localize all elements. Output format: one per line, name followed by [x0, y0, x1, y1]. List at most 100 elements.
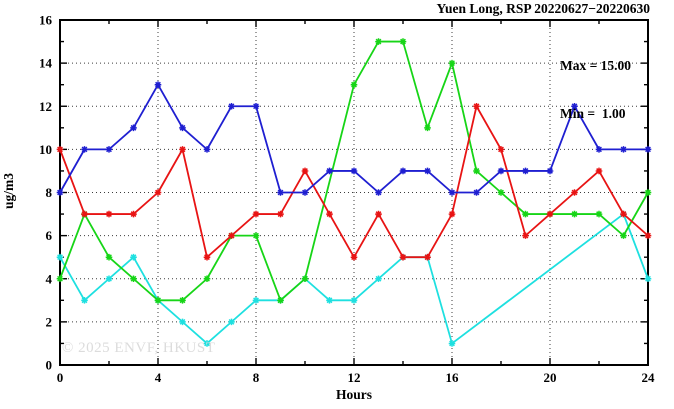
data-point-marker-red-line	[130, 210, 137, 218]
data-point-marker-red-line	[154, 189, 162, 196]
x-tick-label: 4	[155, 370, 162, 385]
data-point-marker-green-line	[105, 253, 113, 261]
y-tick-label: 14	[39, 56, 53, 71]
data-point-marker-red-line	[252, 210, 260, 218]
data-point-marker-green-line	[179, 297, 186, 304]
data-point-marker-red-line	[179, 146, 186, 153]
chart-title: Yuen Long, RSP 20220627−20220630	[436, 1, 650, 16]
data-point-marker-green-line	[473, 167, 480, 175]
y-tick-label: 0	[46, 358, 53, 373]
data-point-marker-blue-line	[595, 146, 603, 153]
data-point-marker-red-line	[301, 167, 309, 175]
data-point-marker-blue-line	[473, 189, 480, 196]
y-tick-label: 8	[46, 185, 53, 200]
legend-min-value: Min = 1.00	[560, 106, 626, 121]
data-point-marker-blue-line	[424, 167, 431, 175]
data-point-marker-blue-line	[546, 167, 554, 175]
data-point-marker-red-line	[375, 210, 382, 218]
data-point-marker-cyan-line	[350, 297, 358, 304]
data-point-marker-green-line	[497, 189, 505, 196]
data-point-marker-cyan-line	[130, 253, 137, 261]
data-point-marker-cyan-line	[56, 253, 64, 261]
x-tick-label: 0	[57, 370, 64, 385]
data-point-marker-green-line	[301, 275, 309, 283]
x-tick-label: 8	[253, 370, 260, 385]
data-point-marker-cyan-line	[81, 297, 88, 304]
data-point-marker-cyan-line	[105, 275, 113, 283]
data-point-marker-blue-line	[375, 189, 382, 196]
x-tick-label: 24	[642, 370, 656, 385]
data-point-marker-blue-line	[497, 167, 505, 175]
data-point-marker-blue-line	[644, 146, 652, 153]
data-point-marker-red-line	[399, 253, 407, 261]
data-point-marker-blue-line	[301, 189, 309, 196]
data-point-marker-blue-line	[179, 124, 186, 132]
data-point-marker-green-line	[522, 210, 529, 218]
y-tick-label: 2	[46, 314, 53, 329]
data-point-marker-red-line	[424, 253, 431, 261]
data-point-marker-cyan-line	[203, 340, 211, 347]
data-point-marker-blue-line	[522, 167, 529, 175]
data-point-marker-red-line	[473, 102, 480, 110]
data-point-marker-green-line	[252, 232, 260, 239]
y-axis-title: ug/m3	[1, 173, 16, 210]
data-point-marker-blue-line	[350, 167, 358, 175]
x-tick-label: 20	[544, 370, 557, 385]
data-point-marker-blue-line	[130, 124, 137, 132]
data-point-marker-red-line	[595, 167, 603, 175]
data-point-marker-green-line	[620, 232, 627, 239]
data-point-marker-red-line	[546, 210, 554, 218]
data-point-marker-blue-line	[277, 189, 284, 196]
data-point-marker-red-line	[228, 232, 235, 239]
data-point-marker-red-line	[203, 253, 211, 261]
data-point-marker-blue-line	[56, 189, 64, 196]
data-point-marker-red-line	[326, 210, 333, 218]
data-point-marker-red-line	[277, 210, 284, 218]
data-point-marker-green-line	[56, 275, 64, 283]
data-point-marker-red-line	[105, 210, 113, 218]
data-point-marker-blue-line	[399, 167, 407, 175]
data-point-marker-red-line	[350, 253, 358, 261]
data-point-marker-green-line	[277, 297, 284, 304]
data-point-marker-green-line	[448, 59, 456, 67]
data-point-marker-red-line	[620, 210, 627, 218]
data-point-marker-green-line	[424, 124, 431, 132]
data-point-marker-blue-line	[228, 102, 235, 110]
data-point-marker-blue-line	[620, 146, 627, 153]
watermark: © 2025 ENVF, HKUST	[62, 340, 216, 356]
x-axis-title: Hours	[335, 387, 372, 402]
y-tick-label: 6	[46, 228, 53, 243]
legend-max-value: Max = 15.00	[560, 58, 632, 73]
data-point-marker-red-line	[81, 210, 88, 218]
data-point-marker-green-line	[595, 210, 603, 218]
data-point-marker-blue-line	[203, 146, 211, 153]
series-line-green-line	[59, 40, 649, 302]
y-tick-label: 12	[39, 99, 52, 114]
data-point-marker-blue-line	[448, 189, 456, 196]
stats-legend: Max = 15.00 Min = 1.00	[560, 26, 631, 154]
data-point-marker-blue-line	[326, 167, 333, 175]
data-point-marker-red-line	[644, 232, 652, 239]
data-point-marker-cyan-line	[228, 318, 235, 326]
data-point-marker-blue-line	[105, 146, 113, 153]
data-point-marker-cyan-line	[375, 275, 382, 283]
x-tick-label: 16	[446, 370, 460, 385]
data-point-marker-blue-line	[571, 102, 578, 110]
data-point-marker-green-line	[154, 297, 162, 304]
data-point-marker-green-line	[644, 189, 652, 196]
data-point-marker-red-line	[571, 189, 578, 196]
data-point-marker-cyan-line	[644, 275, 652, 283]
data-point-marker-cyan-line	[252, 297, 260, 304]
data-point-marker-cyan-line	[448, 340, 456, 347]
data-point-marker-green-line	[399, 38, 407, 45]
data-point-marker-green-line	[375, 38, 382, 45]
data-point-marker-green-line	[571, 210, 578, 218]
data-point-marker-cyan-line	[326, 297, 333, 304]
x-tick-label: 12	[348, 370, 361, 385]
data-point-marker-red-line	[497, 146, 505, 153]
data-point-marker-green-line	[130, 275, 137, 283]
data-point-marker-green-line	[203, 275, 211, 283]
data-point-marker-red-line	[522, 232, 529, 239]
